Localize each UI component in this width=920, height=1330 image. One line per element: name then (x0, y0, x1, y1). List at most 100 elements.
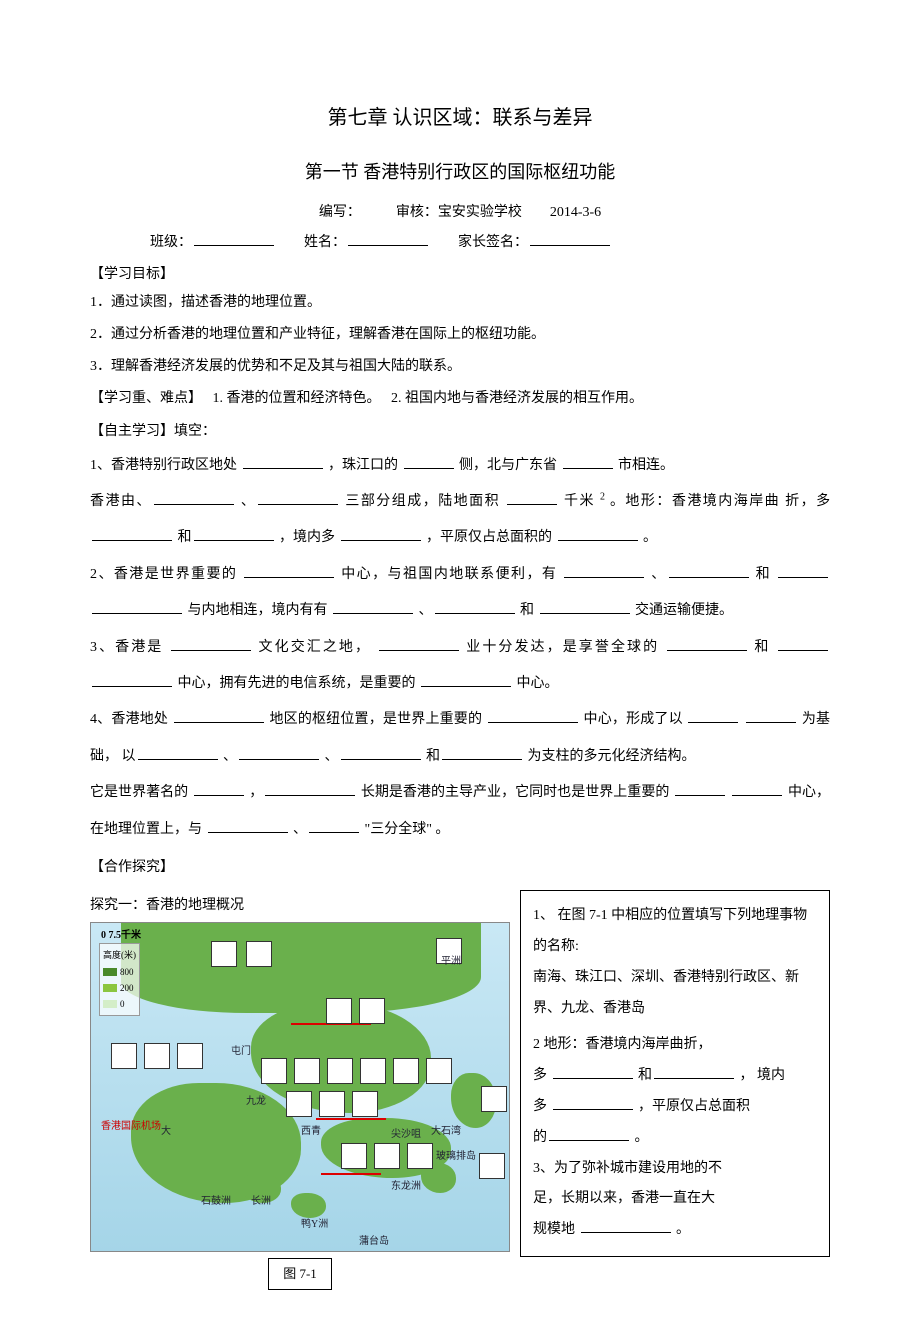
chapter-title: 第七章 认识区域：联系与差异 (90, 100, 830, 136)
map-blank-box[interactable] (359, 998, 385, 1024)
blank[interactable] (341, 525, 421, 542)
t: 千米 (564, 494, 600, 509)
map-blank-box[interactable] (393, 1058, 419, 1084)
blank[interactable] (654, 1062, 734, 1079)
name-blank[interactable] (348, 230, 428, 247)
blank[interactable] (174, 707, 264, 724)
t: 文化交汇之地， (259, 640, 377, 655)
blank[interactable] (421, 670, 511, 687)
map-blank-box[interactable] (426, 1058, 452, 1084)
blank[interactable] (688, 707, 738, 724)
blank[interactable] (154, 488, 234, 505)
blank[interactable] (581, 1216, 671, 1233)
blank[interactable] (171, 634, 251, 651)
legend-v: 800 (120, 964, 134, 980)
map-blank-box[interactable] (177, 1043, 203, 1069)
blank[interactable] (138, 743, 218, 760)
t: ，平原仅占总面积的 (426, 530, 556, 545)
selfstudy-head: 【自主学习】填空： (90, 416, 830, 448)
blank[interactable] (553, 1062, 633, 1079)
t: 。 (676, 1222, 690, 1237)
class-blank[interactable] (194, 230, 274, 247)
section-title: 第一节 香港特别行政区的国际枢纽功能 (90, 156, 830, 188)
map-blank-box[interactable] (319, 1091, 345, 1117)
coop-sub1: 探究一：香港的地理概况 (90, 890, 510, 922)
blank[interactable] (667, 634, 747, 651)
map-blank-box[interactable] (407, 1143, 433, 1169)
blank[interactable] (549, 1124, 629, 1141)
meta-line-2: 班级： 姓名： 家长签名： (90, 230, 830, 256)
map-place: 大石湾 (431, 1123, 461, 1141)
map-place: 九龙 (246, 1093, 266, 1111)
parent-sign-blank[interactable] (530, 230, 610, 247)
t: 和 (754, 640, 776, 655)
blank[interactable] (558, 525, 638, 542)
map-blank-box[interactable] (481, 1086, 507, 1112)
blank[interactable] (564, 561, 644, 578)
legend-v: 0 (120, 996, 125, 1012)
map-blank-box[interactable] (374, 1143, 400, 1169)
blank[interactable] (333, 597, 413, 614)
map-blank-box[interactable] (211, 941, 237, 967)
blank[interactable] (258, 488, 338, 505)
t: 3、为了弥补城市建设用地的不 (533, 1161, 722, 1176)
blank[interactable] (778, 634, 828, 651)
blank[interactable] (243, 452, 323, 469)
map-blank-box[interactable] (294, 1058, 320, 1084)
blank[interactable] (553, 1093, 633, 1110)
blank[interactable] (778, 561, 828, 578)
blank[interactable] (675, 779, 725, 796)
t: 、 (223, 749, 237, 764)
t: 和 (178, 530, 192, 545)
t: 三部分组成，陆地面积 (345, 494, 505, 509)
objective-2: 2．通过分析香港的地理位置和产业特征，理解香港在国际上的枢纽功能。 (90, 319, 830, 351)
map-blank-box[interactable] (286, 1091, 312, 1117)
map-place: 石鼓洲 (201, 1193, 231, 1211)
map-blank-box[interactable] (479, 1153, 505, 1179)
blank[interactable] (208, 816, 288, 833)
blank[interactable] (507, 488, 557, 505)
map-blank-box[interactable] (326, 998, 352, 1024)
blank[interactable] (540, 597, 630, 614)
blank[interactable] (309, 816, 359, 833)
selfstudy-para5: 4、香港地处 地区的枢纽位置，是世界上重要的 中心，形成了以 为基础， 以 、 … (90, 702, 830, 775)
blank[interactable] (435, 597, 515, 614)
blank[interactable] (563, 452, 613, 469)
blank[interactable] (404, 452, 454, 469)
t: 长期是香港的主导产业，它同时也是世界上重要的 (361, 785, 673, 800)
blank[interactable] (194, 525, 274, 542)
t: ， 境内 (740, 1068, 786, 1083)
blank[interactable] (488, 707, 578, 724)
blank[interactable] (92, 525, 172, 542)
map-blank-box[interactable] (261, 1058, 287, 1084)
map-blank-box[interactable] (341, 1143, 367, 1169)
sidebox-q1-list: 南海、珠江口、深圳、香港特别行政区、新界、九龙、香港岛 (533, 963, 817, 1025)
map-place: 平洲 (441, 953, 461, 971)
blank[interactable] (194, 779, 244, 796)
map-blank-box[interactable] (144, 1043, 170, 1069)
blank[interactable] (92, 670, 172, 687)
t: ， (249, 785, 263, 800)
blank[interactable] (746, 707, 796, 724)
blank[interactable] (239, 743, 319, 760)
focus-item1: 1. 香港的位置和经济特色。 (213, 391, 381, 406)
blank[interactable] (92, 597, 182, 614)
t: 侧，北与广东省 (459, 458, 561, 473)
blank[interactable] (341, 743, 421, 760)
blank[interactable] (669, 561, 749, 578)
t: 多 (533, 1099, 551, 1114)
map-blank-box[interactable] (352, 1091, 378, 1117)
sidebox-q1: 1、 在图 7-1 中相应的位置填写下列地理事物的名称: (533, 901, 817, 963)
map-blank-box[interactable] (360, 1058, 386, 1084)
map-blank-box[interactable] (327, 1058, 353, 1084)
selfstudy-para4: 3、香港是 文化交汇之地， 业十分发达，是享誉全球的 和 中心，拥有先进的电信系… (90, 630, 830, 703)
figure-label: 图 7-1 (268, 1258, 332, 1289)
map-blank-box[interactable] (111, 1043, 137, 1069)
blank[interactable] (379, 634, 459, 651)
focus-item2: 2. 祖国内地与香港经济发展的相互作用。 (391, 391, 643, 406)
blank[interactable] (265, 779, 355, 796)
blank[interactable] (442, 743, 522, 760)
map-blank-box[interactable] (246, 941, 272, 967)
blank[interactable] (244, 561, 334, 578)
blank[interactable] (732, 779, 782, 796)
